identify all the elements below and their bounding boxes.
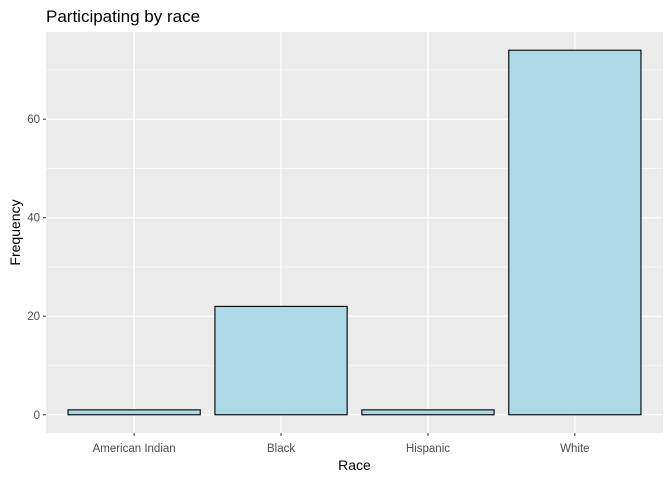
bar-black <box>214 305 348 416</box>
y-axis: 0 20 40 60 <box>27 114 46 422</box>
x-tick-label: Black <box>267 443 295 455</box>
chart-title: Participating by race <box>46 7 200 26</box>
x-tick-label: White <box>560 443 589 455</box>
bar-white <box>508 49 642 416</box>
y-tick-label: 20 <box>27 311 40 323</box>
x-tick-label: Hispanic <box>406 443 450 455</box>
bar-hispanic <box>361 409 495 416</box>
y-axis-title: Frequency <box>7 199 23 265</box>
bar-american-indian <box>67 409 201 416</box>
x-axis: American Indian Black Hispanic White <box>93 433 590 455</box>
bars <box>67 49 642 416</box>
x-axis-title: Race <box>338 457 371 473</box>
x-tick-label: American Indian <box>93 443 176 455</box>
y-tick-label: 0 <box>34 410 40 422</box>
y-tick-label: 60 <box>27 114 40 126</box>
y-tick-label: 40 <box>27 213 40 225</box>
